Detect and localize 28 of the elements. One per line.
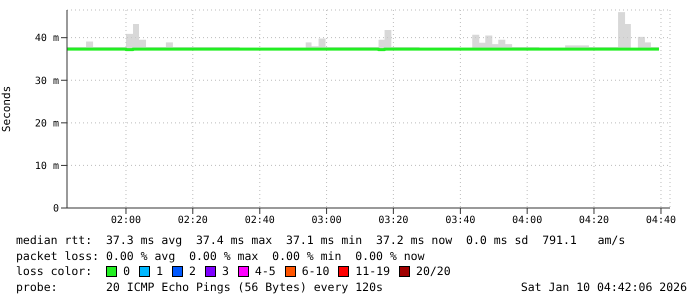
legend-label: 3 [222,264,229,280]
x-tick-label: 02:00 [110,215,142,226]
x-tick-label: 04:40 [646,215,676,226]
text: median rtt: 37.3 ms avg 37.4 ms max 37.1 ms min 37.2 ms now 0.0 ms sd 791.1 am/s [16,233,626,248]
y-axis-title: Seconds [0,86,13,132]
legend-label: 4-5 [254,264,276,280]
legend-label: 6-10 [302,264,330,280]
legend-label: 1 [156,264,164,280]
y-tick-label: 20 m [34,118,59,130]
x-tick-label: 03:20 [378,215,408,226]
y-tick-label: 30 m [34,76,59,87]
y-tick-label: 0 [52,204,59,215]
y-tick-label: 40 m [34,33,59,44]
x-tick-label: 04:00 [512,215,542,226]
x-tick-label: 02:40 [244,215,275,226]
legend-title: loss color: [16,264,92,280]
x-tick-label: 03:40 [445,215,476,226]
legend-label: 20/20 [416,264,451,280]
x-tick-label: 04:20 [578,215,610,226]
legend-label: 0 [123,264,130,280]
text: packet loss: 0.00 % avg 0.00 % max 0.00 % min 0.00 % now [16,248,426,264]
text: Sat Jan 10 04:42:06 2026 [520,280,687,295]
x-tick-label: 02:20 [178,215,208,226]
legend-label: 2 [189,264,196,280]
y-tick-label: 10 m [34,160,59,172]
x-tick-label: 03:00 [312,215,342,226]
legend-label: 11-19 [355,264,390,280]
text: probe: 20 ICMP Echo Pings (56 Bytes) every 120s [16,280,383,295]
